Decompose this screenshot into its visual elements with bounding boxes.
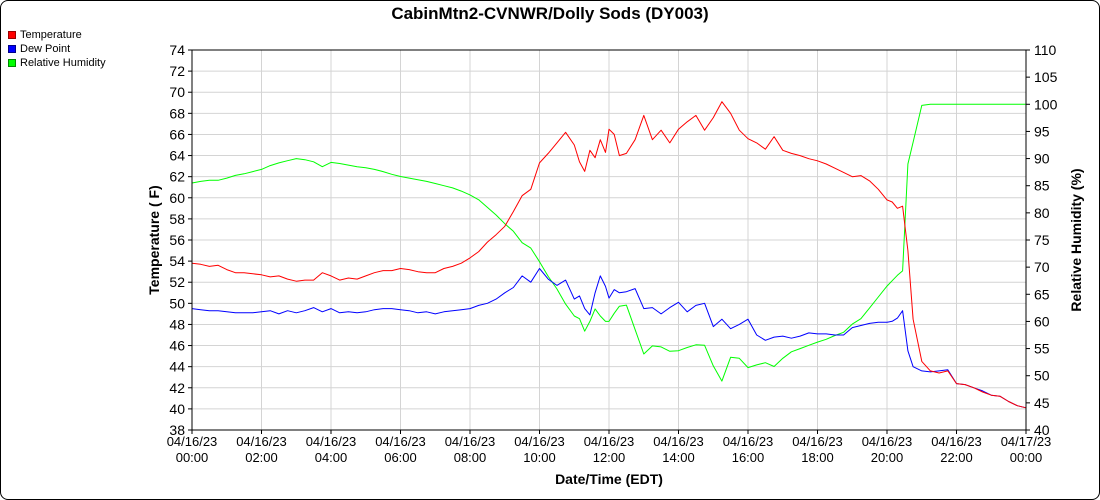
x-tick-date: 04/16/23 — [931, 434, 982, 449]
y-tick-label: 68 — [169, 105, 185, 121]
grid — [191, 49, 1027, 431]
x-tick-time: 08:00 — [454, 450, 487, 465]
x-tick-time: 22:00 — [940, 450, 973, 465]
y-tick-label: 64 — [169, 148, 185, 164]
x-tick-time: 20:00 — [871, 450, 904, 465]
x-tick-date: 04/16/23 — [514, 434, 565, 449]
y2-tick-label: 80 — [1034, 205, 1050, 221]
legend: Temperature Dew Point Relative Humidity — [8, 28, 106, 70]
y-tick-label: 70 — [169, 84, 185, 100]
x-axis-label: Date/Time (EDT) — [555, 471, 663, 487]
chart-title: CabinMtn2-CVNWR/Dolly Sods (DY003) — [391, 4, 709, 23]
y-tick-label: 60 — [169, 190, 185, 206]
y-tick-label: 56 — [169, 232, 185, 248]
y2-tick-label: 60 — [1034, 313, 1050, 329]
y-tick-label: 38 — [169, 422, 185, 438]
legend-swatch-temperature — [8, 31, 16, 39]
x-tick-time: 06:00 — [384, 450, 417, 465]
x-tick-date: 04/16/23 — [375, 434, 426, 449]
y2-tick-label: 70 — [1034, 259, 1050, 275]
x-tick-date: 04/16/23 — [723, 434, 774, 449]
x-tick-date: 04/16/23 — [306, 434, 357, 449]
series-line-relative-humidity — [191, 103, 1026, 382]
x-tick-time: 18:00 — [801, 450, 834, 465]
y2-tick-label: 50 — [1034, 368, 1050, 384]
x-tick-date: 04/16/23 — [862, 434, 913, 449]
y-tick-label: 42 — [169, 380, 185, 396]
series-line-temperature — [191, 101, 1027, 409]
x-tick-date: 04/17/23 — [1001, 434, 1052, 449]
y2-tick-label: 75 — [1034, 232, 1050, 248]
y-tick-label: 44 — [169, 359, 185, 375]
y-tick-label: 50 — [169, 295, 185, 311]
y2-tick-label: 100 — [1034, 96, 1058, 112]
x-tick-date: 04/16/23 — [445, 434, 496, 449]
x-tick-time: 02:00 — [245, 450, 278, 465]
y2-tick-label: 110 — [1034, 42, 1057, 58]
y-tick-label: 52 — [169, 274, 185, 290]
y-tick-label: 66 — [169, 126, 185, 142]
y-axis-label: Temperature ( F) — [146, 185, 162, 294]
y2-tick-label: 85 — [1034, 178, 1050, 194]
legend-label-relative-humidity: Relative Humidity — [20, 57, 106, 69]
y2-tick-label: 55 — [1034, 341, 1050, 357]
y-tick-label: 40 — [169, 401, 185, 417]
y-tick-label: 74 — [169, 42, 185, 58]
y-tick-label: 48 — [169, 316, 185, 332]
x-tick-date: 04/16/23 — [236, 434, 287, 449]
y-tick-label: 62 — [169, 169, 185, 185]
y2-tick-label: 40 — [1034, 422, 1050, 438]
y-tick-label: 54 — [169, 253, 185, 269]
y-tick-label: 72 — [169, 63, 185, 79]
legend-swatch-dew-point — [8, 45, 16, 53]
y2-tick-label: 105 — [1034, 69, 1058, 85]
legend-item-dew-point: Dew Point — [8, 42, 106, 56]
x-tick-time: 16:00 — [732, 450, 765, 465]
y2-tick-label: 95 — [1034, 123, 1050, 139]
x-tick-time: 04:00 — [315, 450, 348, 465]
x-tick-time: 00:00 — [176, 450, 209, 465]
legend-item-temperature: Temperature — [8, 28, 106, 42]
y2-tick-label: 45 — [1034, 395, 1050, 411]
x-tick-time: 10:00 — [523, 450, 556, 465]
x-tick-date: 04/16/23 — [653, 434, 704, 449]
x-tick-time: 00:00 — [1010, 450, 1043, 465]
legend-label-dew-point: Dew Point — [20, 43, 71, 55]
y2-tick-label: 65 — [1034, 286, 1050, 302]
x-tick-date: 04/16/23 — [167, 434, 218, 449]
x-tick-time: 14:00 — [662, 450, 695, 465]
y-tick-label: 46 — [169, 338, 185, 354]
x-tick-date: 04/16/23 — [584, 434, 635, 449]
legend-item-relative-humidity: Relative Humidity — [8, 56, 106, 70]
series-line-dew-point — [191, 268, 1027, 409]
legend-label-temperature: Temperature — [20, 29, 82, 41]
x-tick-date: 04/16/23 — [792, 434, 843, 449]
plot-border — [191, 49, 1027, 431]
axes: 38 40 42 44 46 48 50 52 54 56 58 60 62 64 66 68 70 72 74 40… — [167, 42, 1058, 465]
y2-tick-label: 90 — [1034, 151, 1050, 167]
y2-axis-label: Relative Humidity (%) — [1068, 168, 1084, 311]
y-tick-label: 58 — [169, 211, 185, 227]
series-lines — [191, 101, 1027, 409]
legend-swatch-relative-humidity — [8, 59, 16, 67]
x-tick-time: 12:00 — [593, 450, 626, 465]
